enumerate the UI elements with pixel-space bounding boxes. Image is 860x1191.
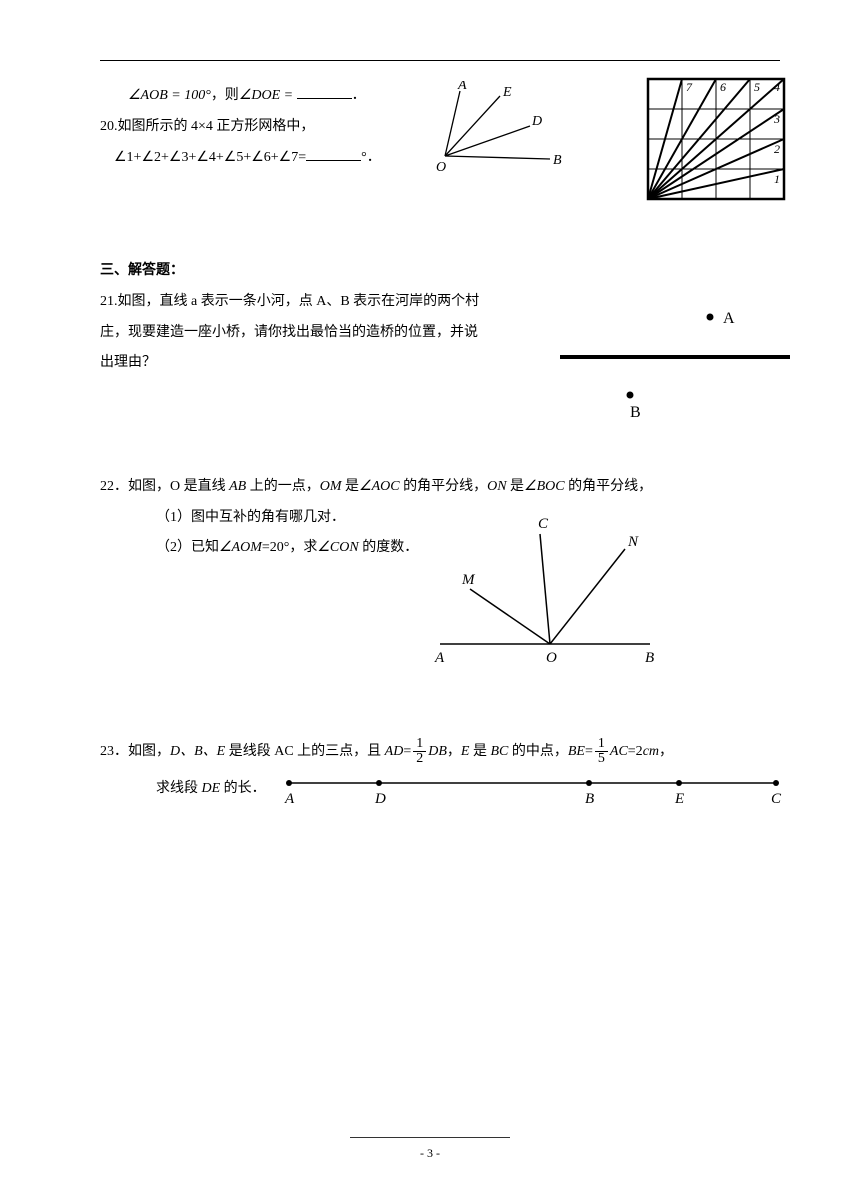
q23-l1: 23．如图，D、B、E 是线段 AC 上的三点，且 AD=12DB，E 是 BC… bbox=[100, 737, 780, 768]
q23-l2c: 的长． bbox=[220, 781, 266, 796]
grid-lbl-4: 4 bbox=[774, 80, 780, 94]
q22-l1h: ON bbox=[487, 479, 506, 494]
q23-E: E bbox=[674, 791, 684, 807]
block-22: 22．如图，O 是直线 AB 上的一点，OM 是∠AOC 的角平分线，ON 是∠… bbox=[100, 472, 780, 682]
q23-D: D bbox=[374, 791, 386, 807]
q23-l1c: 是线段 AC 上的三点，且 bbox=[225, 744, 384, 759]
q22-O: O bbox=[546, 650, 557, 666]
q19-eq-right: ∠DOE = bbox=[239, 88, 293, 103]
block-19-20: ∠AOB = 100°，则∠DOE = ． 20.如图所示的 4×4 正方形网格… bbox=[100, 81, 780, 231]
q23-l1f: DB bbox=[428, 744, 447, 759]
q22-p2b: ∠AOM bbox=[219, 540, 262, 555]
q22-p2a: （2）已知 bbox=[156, 540, 219, 555]
q23-l2b: DE bbox=[202, 781, 221, 796]
q22-l1c: 上的一点， bbox=[246, 479, 320, 494]
fig-line-23: A D B E C bbox=[279, 768, 789, 810]
q22-A: A bbox=[434, 650, 445, 666]
q23-l2a: 求线段 bbox=[156, 781, 202, 796]
q22-l1i: 是 bbox=[507, 479, 525, 494]
q19-mid: ，则 bbox=[211, 88, 239, 103]
q20-unit: °． bbox=[361, 150, 381, 165]
q23-l1g: ， bbox=[447, 744, 461, 759]
q23-l1a: 23．如图， bbox=[100, 744, 170, 759]
q22-l1d: OM bbox=[320, 479, 342, 494]
q23-l1k: 的中点， bbox=[508, 744, 568, 759]
q23-frac1: 12 bbox=[413, 737, 426, 766]
label-E: E bbox=[502, 85, 512, 100]
q23-l1i: 是 bbox=[469, 744, 490, 759]
q20-blank[interactable] bbox=[306, 146, 361, 161]
q20-expr: ∠1+∠2+∠3+∠4+∠5+∠6+∠7= bbox=[114, 150, 306, 165]
q22-M: M bbox=[461, 572, 476, 588]
grid-lbl-1: 1 bbox=[774, 172, 780, 186]
label-B: B bbox=[553, 153, 562, 168]
label-O: O bbox=[436, 160, 446, 175]
q22-p2c: =20°，求 bbox=[262, 540, 318, 555]
q22-l1b: AB bbox=[229, 479, 246, 494]
label-D: D bbox=[531, 114, 542, 129]
q19-blank[interactable] bbox=[297, 84, 352, 99]
q23-l1p: cm bbox=[643, 744, 659, 759]
q23-Cpt: C bbox=[771, 791, 782, 807]
top-rule bbox=[100, 60, 780, 61]
q23-l1o: =2 bbox=[628, 744, 643, 759]
q22-p2d: ∠CON bbox=[317, 540, 358, 555]
fig-river-21: A B bbox=[555, 287, 795, 437]
q21-label-B: B bbox=[630, 404, 641, 421]
q22-l1k: 的角平分线， bbox=[565, 479, 653, 494]
page-number: - 3 - bbox=[350, 1137, 510, 1166]
label-A: A bbox=[457, 81, 467, 93]
q23-l1n: AC bbox=[610, 744, 628, 759]
q23-A: A bbox=[284, 791, 295, 807]
q23-l1b: D、B、E bbox=[170, 744, 225, 759]
q23-Bpt: B bbox=[585, 791, 594, 807]
q22-l1j: ∠BOC bbox=[524, 479, 565, 494]
q19-tail: ． bbox=[352, 88, 366, 103]
q22-l1a: 22．如图，O 是直线 bbox=[100, 479, 229, 494]
q22-C: C bbox=[538, 516, 549, 532]
q22-B: B bbox=[645, 650, 654, 666]
q23-l2: 求线段 DE 的长． A D B E C bbox=[100, 768, 780, 810]
q22-l1: 22．如图，O 是直线 AB 上的一点，OM 是∠AOC 的角平分线，ON 是∠… bbox=[100, 472, 780, 503]
grid-lbl-6: 6 bbox=[720, 80, 726, 94]
q22-l1e: 是 bbox=[342, 479, 360, 494]
fig-rays-19: A E D O B bbox=[420, 81, 570, 176]
q22-l1f: ∠AOC bbox=[359, 479, 400, 494]
grid-lbl-2: 2 bbox=[774, 142, 780, 156]
q23-l1m: = bbox=[585, 744, 593, 759]
fig-angles-22: M C N A O B bbox=[430, 514, 665, 669]
q22-p2e: 的度数． bbox=[359, 540, 419, 555]
q21-label-A: A bbox=[723, 310, 735, 327]
grid-lbl-3: 3 bbox=[773, 112, 780, 126]
q19-eq-left: ∠AOB = 100° bbox=[128, 88, 211, 103]
q23-l1q: ， bbox=[659, 744, 673, 759]
q22-N: N bbox=[627, 534, 639, 550]
grid-lbl-5: 5 bbox=[754, 80, 760, 94]
q23-l1e: = bbox=[403, 744, 411, 759]
grid-lbl-7: 7 bbox=[686, 80, 693, 94]
q23-l1j: BC bbox=[490, 744, 508, 759]
q23-l1l: BE bbox=[568, 744, 585, 759]
section-3-head: 三、解答题： bbox=[100, 256, 780, 287]
q23-frac2: 15 bbox=[595, 737, 608, 766]
fig-grid-20: 7 6 5 4 3 2 1 bbox=[640, 71, 795, 211]
block-21: 21.如图，直线 a 表示一条小河，点 A、B 表示在河岸的两个村 庄，现要建造… bbox=[100, 287, 780, 457]
q23-l1d: AD bbox=[385, 744, 404, 759]
block-23: 23．如图，D、B、E 是线段 AC 上的三点，且 AD=12DB，E 是 BC… bbox=[100, 737, 780, 810]
q22-l1g: 的角平分线， bbox=[400, 479, 488, 494]
